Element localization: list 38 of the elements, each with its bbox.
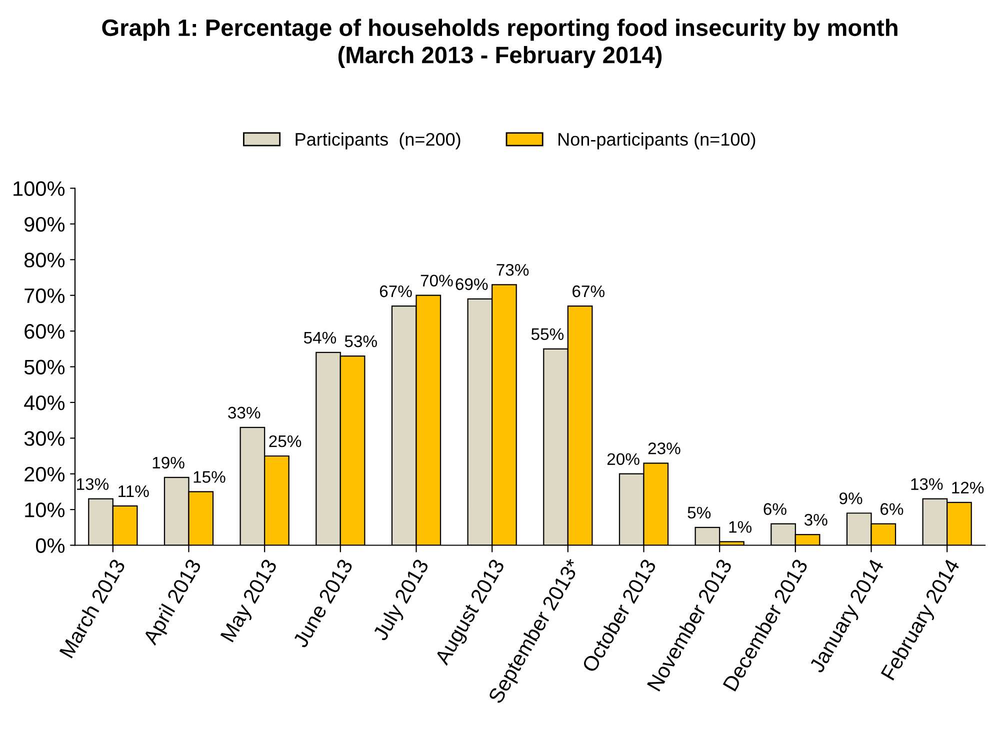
data-label: 13% (77, 478, 109, 490)
legend-label: Non-participants (n=100) (558, 132, 756, 150)
y-tick-label: 50% (24, 360, 65, 375)
y-tick-label: 40% (24, 395, 65, 410)
legend-label: Participants (n=200) (296, 132, 460, 150)
data-label: 20% (607, 453, 640, 465)
data-label: 6% (880, 503, 904, 515)
y-tick-label: 80% (24, 252, 65, 268)
y-tick-label: 70% (24, 288, 65, 304)
data-label: 33% (228, 406, 260, 419)
data-label: 13% (911, 478, 943, 490)
data-label: 53% (344, 335, 377, 348)
chart-title: Graph 1: Percentage of households reporting food insecurity by month (March 2013 - February 2014) (102, 18, 898, 68)
data-label: 25% (269, 435, 302, 448)
y-tick-label: 90% (24, 216, 65, 232)
y-tick-label: 100% (14, 181, 65, 196)
data-label: 54% (304, 332, 336, 344)
data-label: 73% (496, 264, 529, 276)
data-label: 11% (118, 485, 149, 498)
y-tick-label: 60% (24, 324, 65, 339)
data-label: 67% (380, 285, 412, 298)
y-tick-label: 0% (36, 538, 65, 554)
data-label: 5% (688, 506, 711, 519)
data-label: 15% (194, 471, 226, 483)
y-tick-label: 20% (24, 466, 65, 482)
data-label: 69% (456, 278, 488, 290)
y-tick-label: 30% (24, 431, 65, 446)
data-label: 12% (952, 482, 984, 494)
data-label: 19% (152, 456, 184, 469)
y-tick-label: 10% (25, 502, 65, 518)
data-label: 70% (420, 274, 453, 286)
data-label: 3% (804, 514, 828, 526)
data-label: 23% (648, 442, 680, 454)
data-label: 9% (840, 492, 862, 504)
data-label: 6% (764, 503, 786, 515)
data-label: 1% (729, 521, 752, 533)
data-label: 67% (572, 285, 604, 298)
data-label: 55% (531, 328, 564, 340)
